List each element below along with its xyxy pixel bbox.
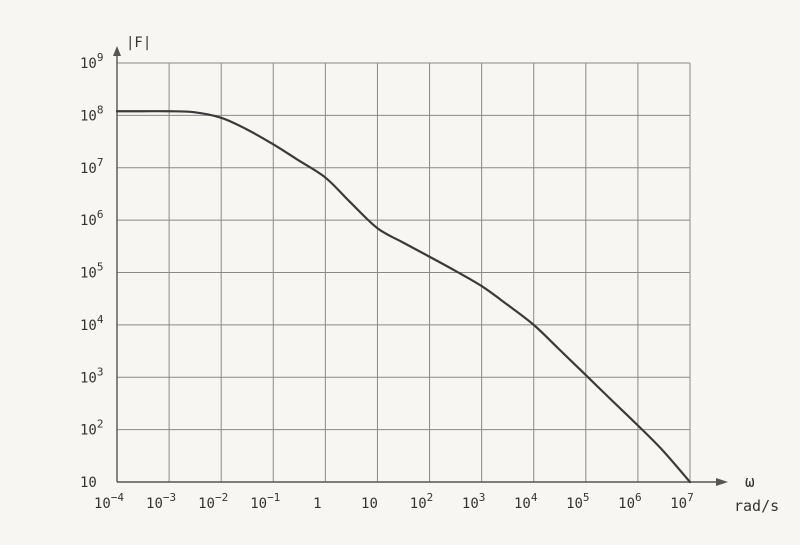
x-axis-symbol: ω (745, 472, 755, 491)
y-tick-label-8: 109 (80, 51, 103, 72)
x-tick-label-5: 10 (361, 496, 378, 512)
axis-titles: |F| ω rad/s (126, 35, 779, 515)
y-tick-label-6: 107 (80, 156, 103, 177)
y-axis-arrow (113, 46, 121, 56)
x-axis-arrow (716, 478, 728, 486)
x-tick-label-3: 10−1 (250, 491, 280, 512)
x-tick-label-2: 10−2 (198, 491, 228, 512)
axes (113, 46, 728, 486)
series-line-0 (115, 110, 692, 484)
x-tick-label-10: 106 (618, 491, 641, 512)
series-layer (115, 110, 692, 484)
y-tick-label-4: 105 (80, 261, 103, 282)
x-tick-label-1: 10−3 (146, 491, 176, 512)
y-axis-label: |F| (126, 35, 151, 51)
tick-labels: 10−4 10−3 10−2 10−1 1 10 102 103 104 105 106 107 10 1… (80, 51, 694, 512)
grid (116, 62, 691, 483)
x-tick-label-4: 1 (313, 496, 321, 512)
y-tick-label-5: 106 (80, 208, 103, 229)
x-axis-unit: rad/s (734, 497, 779, 515)
x-tick-label-0: 10−4 (94, 491, 124, 512)
y-tick-label-2: 103 (80, 365, 103, 386)
x-tick-label-8: 104 (514, 491, 538, 512)
x-tick-label-6: 102 (410, 491, 433, 512)
x-tick-label-11: 107 (670, 491, 693, 512)
y-tick-label-7: 108 (80, 103, 103, 124)
y-tick-label-3: 104 (80, 313, 104, 334)
x-tick-label-7: 103 (462, 491, 485, 512)
y-tick-label-1: 102 (80, 418, 103, 439)
y-tick-label-0: 10 (80, 475, 97, 491)
x-tick-label-9: 105 (566, 491, 589, 512)
